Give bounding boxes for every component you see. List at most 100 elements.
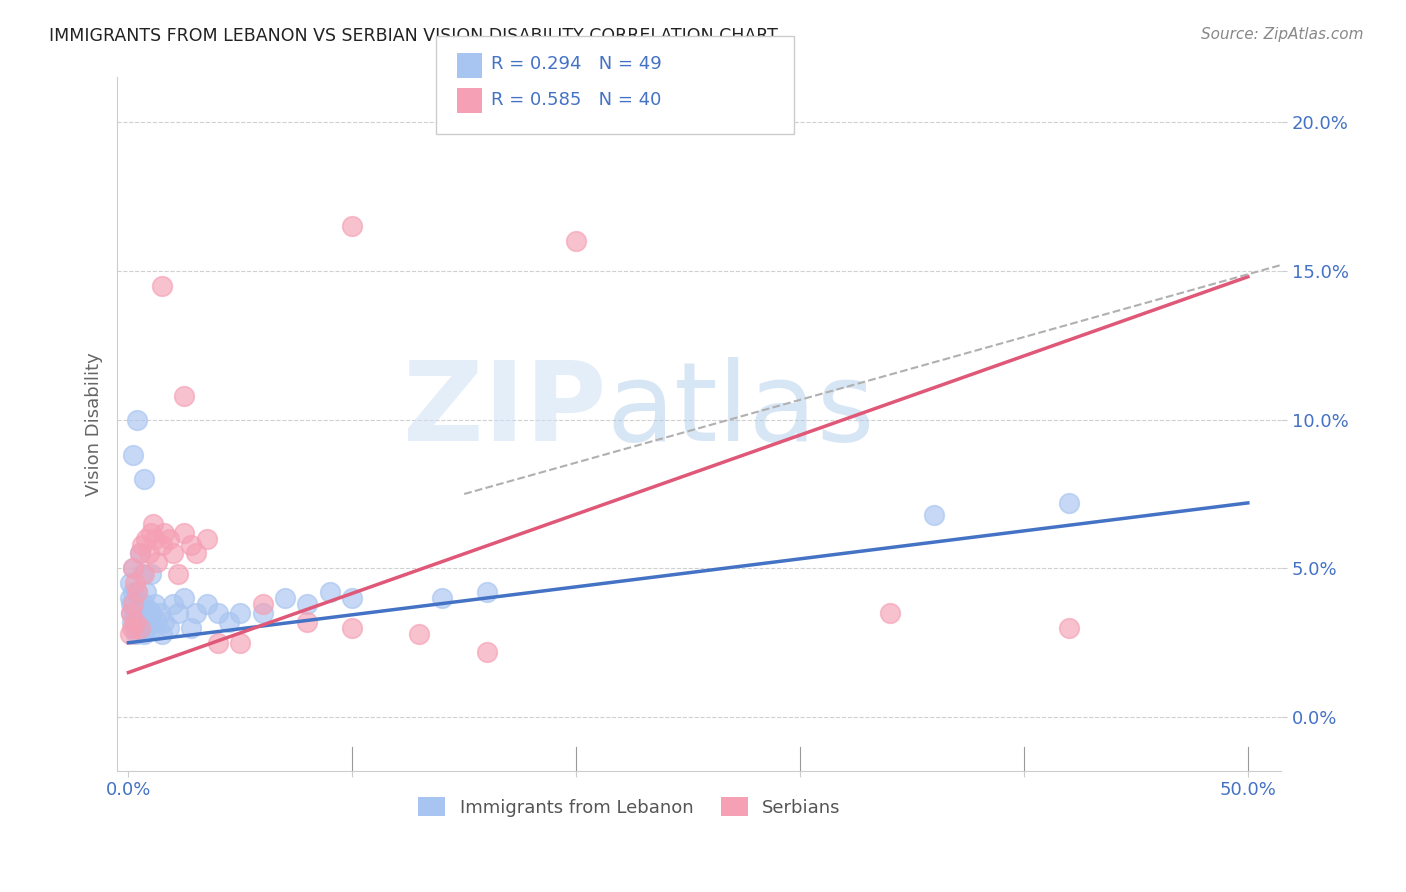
Point [430,591,453,606]
Point [139,567,162,582]
Point [146,615,169,629]
Text: atlas: atlas [606,357,875,464]
Legend: Immigrants from Lebanon, Serbians: Immigrants from Lebanon, Serbians [411,790,848,824]
Point [142,516,165,531]
Point [297,597,319,611]
Point [121,561,143,575]
Point [124,606,146,620]
Point [195,532,218,546]
Point [139,606,162,620]
Point [125,627,148,641]
Point [132,472,155,486]
Point [150,278,173,293]
Point [173,591,195,606]
Point [207,636,229,650]
Point [146,556,169,570]
Point [157,532,180,546]
Point [149,606,172,620]
Point [135,585,157,599]
Point [475,645,498,659]
Point [131,538,153,552]
Point [207,606,229,620]
Point [218,615,240,629]
Point [180,538,202,552]
Point [475,585,498,599]
Point [138,603,160,617]
Point [184,606,207,620]
Point [132,567,155,582]
Text: R = 0.585   N = 40: R = 0.585 N = 40 [491,91,661,109]
Point [924,508,946,522]
Point [122,597,145,611]
Point [297,615,319,629]
Point [127,606,149,620]
Point [1057,496,1080,510]
Point [166,606,188,620]
Point [142,621,165,635]
Point [121,621,143,635]
Point [127,412,149,426]
Point [319,585,342,599]
Point [135,532,157,546]
Point [153,525,176,540]
Point [139,525,162,540]
Point [150,538,173,552]
Point [173,389,195,403]
Point [127,585,149,599]
Point [342,219,364,234]
Point [1057,621,1080,635]
Point [128,547,150,561]
Text: R = 0.294   N = 49: R = 0.294 N = 49 [491,55,661,73]
Point [879,606,901,620]
Point [252,606,274,620]
Point [121,585,143,599]
Point [138,547,160,561]
Point [121,615,143,629]
Point [128,547,150,561]
Point [120,606,142,620]
Point [565,234,588,248]
Point [342,621,364,635]
Point [162,547,184,561]
Point [184,547,207,561]
Point [124,621,146,635]
Point [118,576,141,591]
Point [120,606,142,620]
Text: ZIP: ZIP [402,357,606,464]
Point [121,561,143,575]
Point [121,448,143,462]
Point [274,591,297,606]
Y-axis label: Vision Disability: Vision Disability [86,352,103,496]
Point [127,585,149,599]
Point [135,621,157,635]
Point [132,597,155,611]
Point [195,597,218,611]
Point [124,615,146,629]
Point [124,576,146,591]
Text: IMMIGRANTS FROM LEBANON VS SERBIAN VISION DISABILITY CORRELATION CHART: IMMIGRANTS FROM LEBANON VS SERBIAN VISIO… [49,27,778,45]
Point [128,621,150,635]
Point [408,627,430,641]
Point [342,591,364,606]
Point [143,597,166,611]
Point [121,597,143,611]
Point [143,532,166,546]
Point [120,597,142,611]
Point [131,615,153,629]
Point [131,567,153,582]
Text: Source: ZipAtlas.com: Source: ZipAtlas.com [1201,27,1364,42]
Point [118,627,141,641]
Point [166,567,188,582]
Point [252,597,274,611]
Point [229,636,252,650]
Point [153,615,176,629]
Point [128,621,150,635]
Point [120,591,142,606]
Point [132,627,155,641]
Point [157,621,180,635]
Point [180,621,202,635]
Point [229,606,252,620]
Point [173,525,195,540]
Point [162,597,184,611]
Point [150,627,173,641]
